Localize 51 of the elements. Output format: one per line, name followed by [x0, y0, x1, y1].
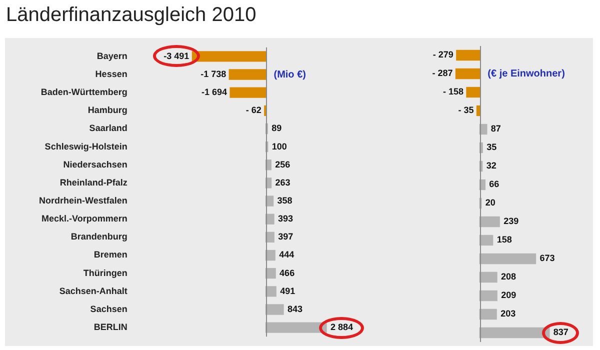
- data-label: 393: [278, 214, 294, 224]
- annotation: (€ je Einwohner): [488, 68, 565, 80]
- y-tick-label: BERLIN: [94, 322, 128, 332]
- chart-title: Länderfinanzausgleich 2010: [6, 4, 256, 27]
- data-label: 32: [486, 160, 496, 171]
- data-label: 673: [540, 253, 555, 264]
- y-tick-label: Thüringen: [83, 268, 128, 278]
- data-label: 256: [275, 159, 290, 170]
- data-label: 35: [486, 142, 497, 152]
- data-label: 87: [490, 124, 501, 134]
- data-label: 263: [275, 177, 290, 188]
- y-tick-label: Meckl.-Vorpommern: [41, 214, 128, 224]
- y-tick-label: Brandenburg: [70, 232, 128, 242]
- data-label: 491: [280, 286, 296, 296]
- data-label: 239: [504, 216, 519, 226]
- data-label: 2 884: [330, 322, 354, 332]
- data-label: 203: [500, 308, 516, 319]
- data-label: 358: [277, 196, 292, 206]
- y-tick-label: Bayern: [96, 50, 128, 61]
- annotation: (Mio €): [274, 69, 306, 80]
- y-tick-label: Sachsen: [90, 304, 128, 314]
- y-tick-label: Niedersachsen: [63, 159, 128, 170]
- data-label: 843: [287, 304, 303, 314]
- data-label: 444: [279, 250, 294, 260]
- data-label: 20: [485, 198, 496, 208]
- data-label: -1 738: [200, 68, 226, 79]
- data-label: 89: [272, 123, 282, 134]
- data-label: - 62: [246, 105, 262, 116]
- data-label: 158: [496, 234, 512, 245]
- y-tick-label: Bremen: [94, 250, 128, 260]
- data-label: 208: [501, 272, 516, 282]
- y-tick-label: Rheinland-Pfalz: [60, 177, 128, 188]
- data-label: 837: [553, 327, 568, 338]
- data-label: -1 694: [202, 87, 228, 98]
- y-tick-label: Saarland: [89, 123, 128, 134]
- y-tick-label: Hessen: [95, 68, 128, 79]
- y-tick-label: Hamburg: [88, 105, 128, 116]
- data-label: - 287: [432, 68, 453, 78]
- data-label: -3 491: [164, 50, 190, 61]
- data-label: 466: [280, 268, 295, 278]
- y-tick-label: Baden-Württemberg: [40, 87, 128, 98]
- data-label: 66: [489, 179, 500, 190]
- y-tick-label: Sachsen-Anhalt: [59, 286, 128, 296]
- data-label: - 279: [432, 50, 454, 60]
- y-tick-label: Nordrhein-Westfalen: [39, 196, 128, 206]
- data-label: 397: [278, 232, 294, 242]
- data-label: - 35: [458, 105, 474, 116]
- data-label: 209: [501, 290, 516, 300]
- data-label: - 158: [442, 86, 464, 97]
- y-tick-label: Schleswig-Holstein: [44, 141, 128, 152]
- data-label: 100: [272, 141, 287, 152]
